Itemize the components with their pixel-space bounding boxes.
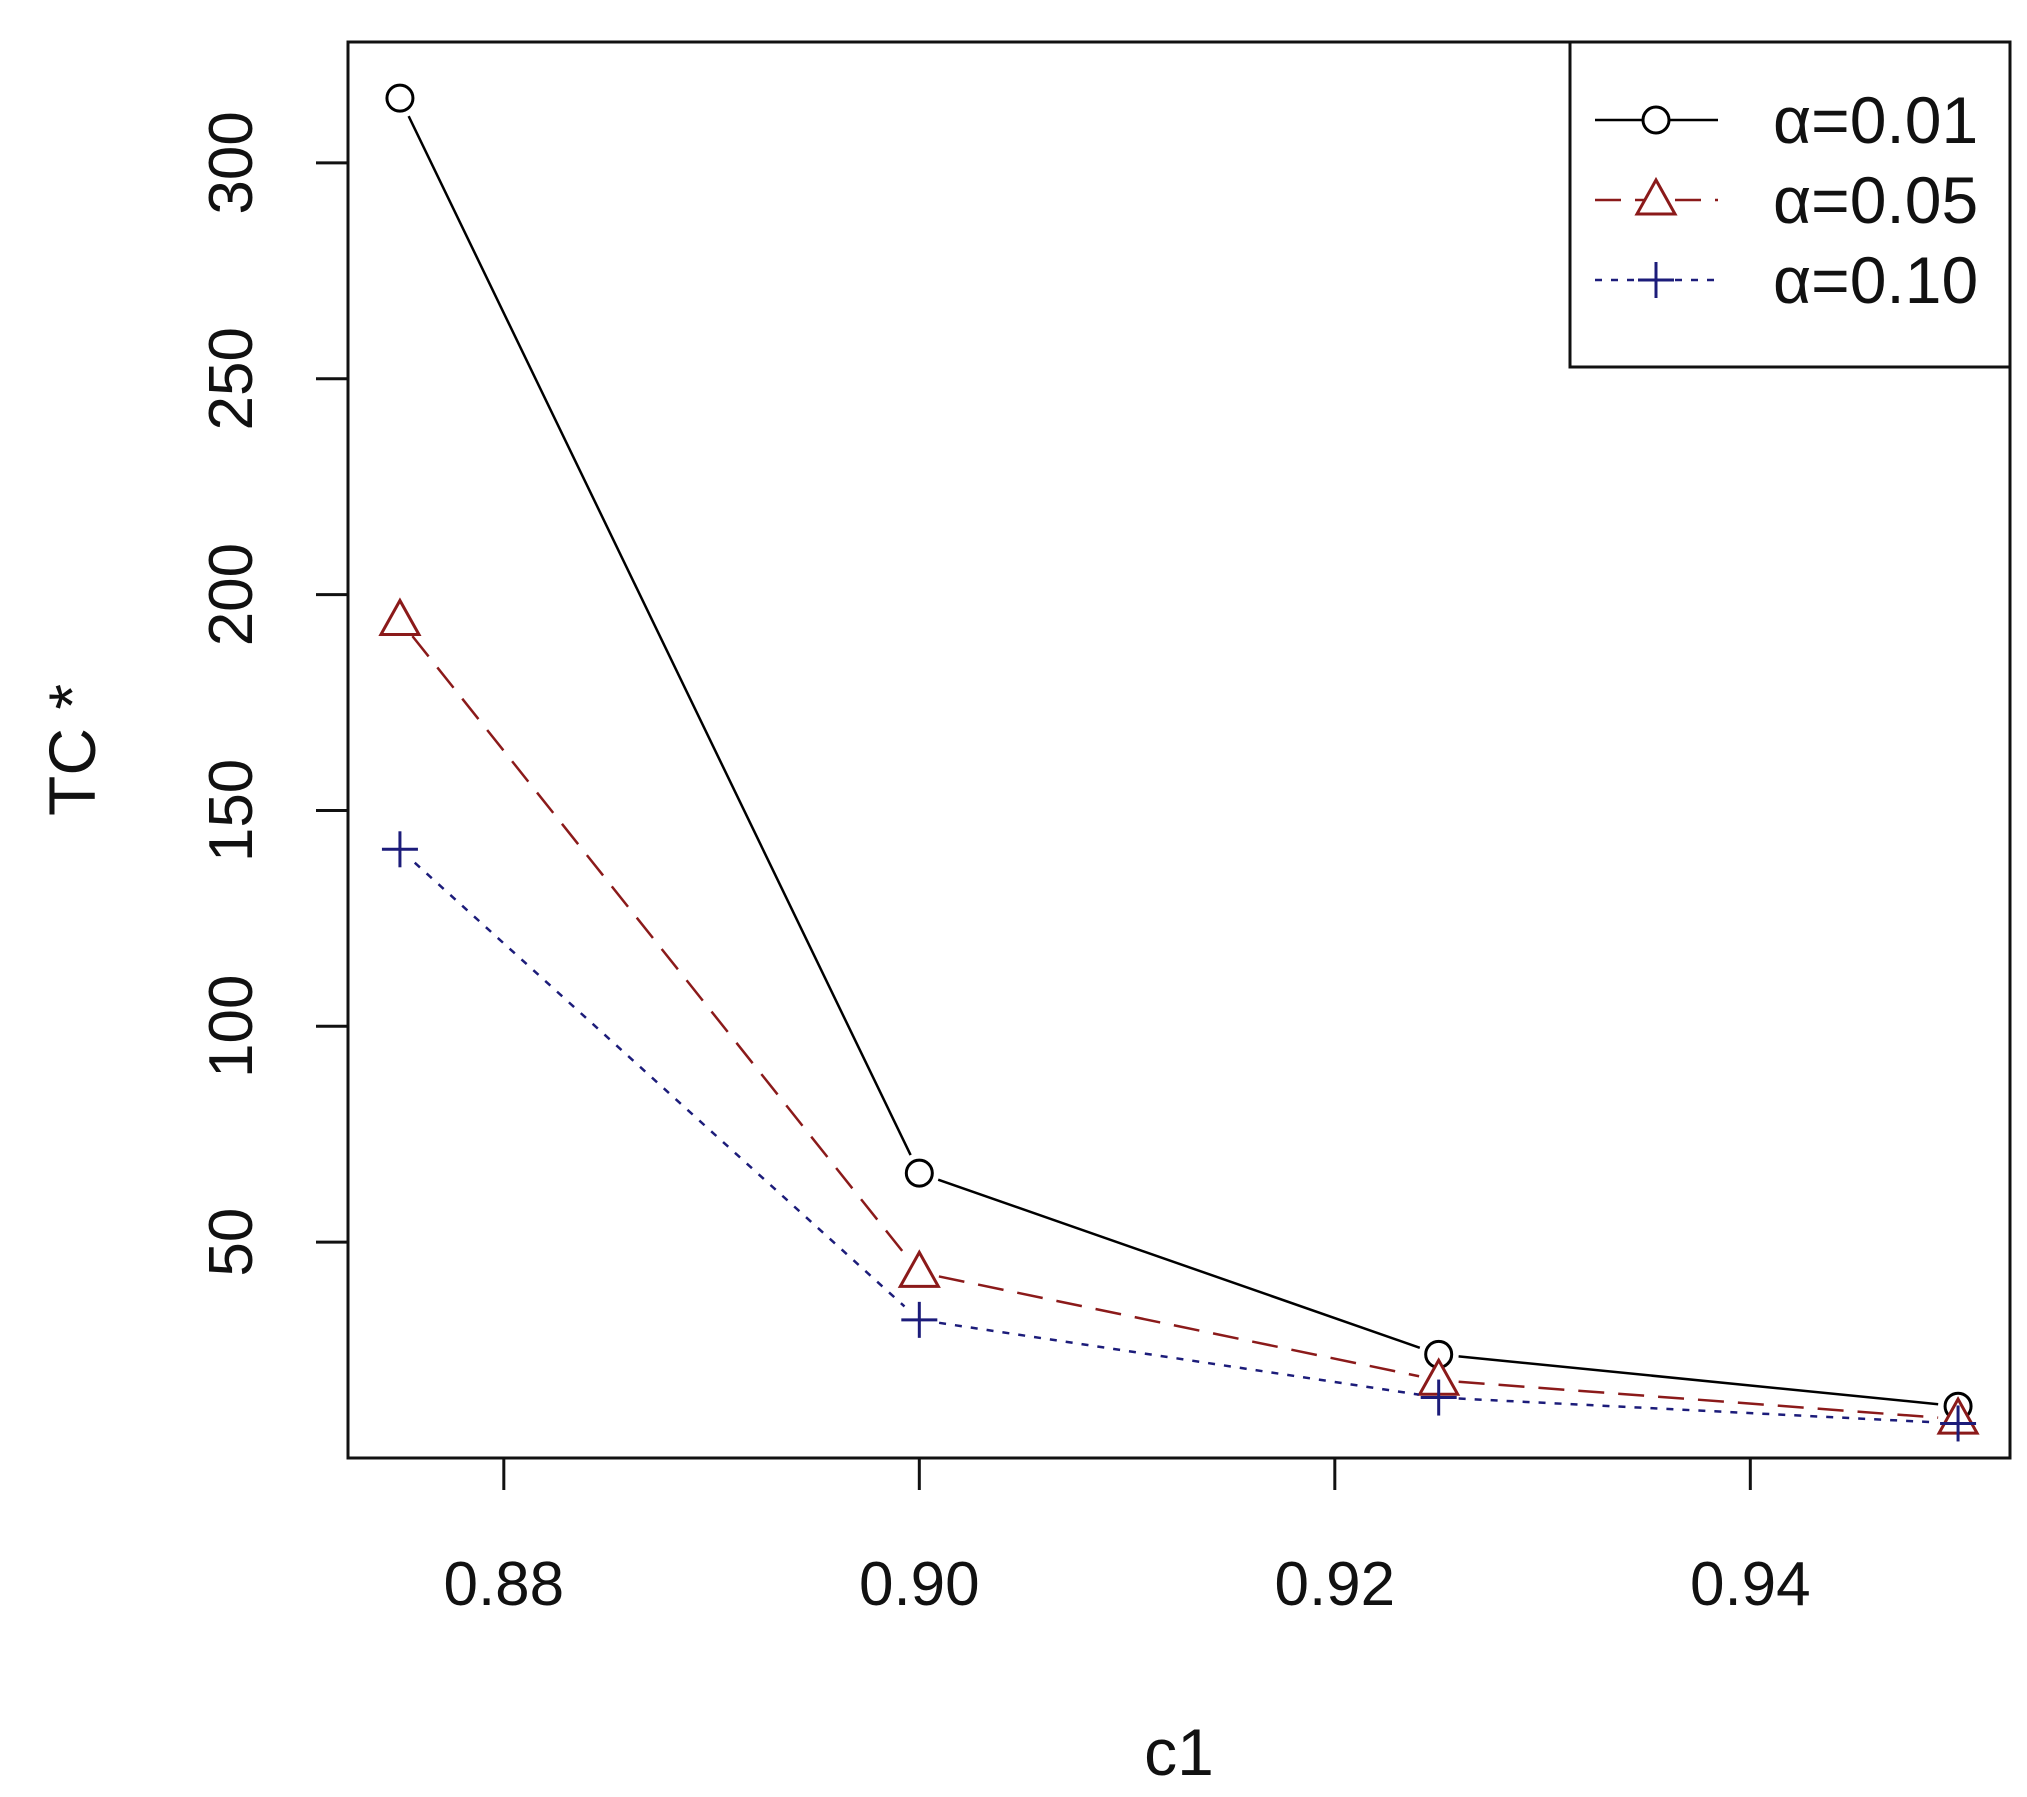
legend-item-3: α=0.10 xyxy=(1595,243,1978,317)
y-tick-label: 300 xyxy=(197,111,266,214)
y-tick-label: 250 xyxy=(197,327,266,430)
series-3-segment xyxy=(413,861,906,1308)
legend-label: α=0.10 xyxy=(1773,243,1978,317)
series-2-point xyxy=(378,597,422,636)
series-1-point xyxy=(904,1158,934,1188)
x-tick-label: 0.92 xyxy=(1274,1550,1395,1619)
series-layer xyxy=(378,83,1980,1442)
x-axis: 0.88 0.90 0.92 0.94 xyxy=(443,1456,1811,1619)
y-axis: 50 100 150 200 250 300 xyxy=(197,111,350,1277)
series-3-point xyxy=(901,1301,938,1338)
series-3-point xyxy=(1940,1405,1977,1442)
legend-item-1: α=0.01 xyxy=(1595,83,1978,157)
legend-marker xyxy=(1638,262,1674,298)
series-1-segment xyxy=(407,115,912,1156)
y-tick-label: 100 xyxy=(197,975,266,1078)
legend-label: α=0.05 xyxy=(1773,163,1978,237)
series-1 xyxy=(385,83,1973,1421)
series-1-point xyxy=(385,83,415,113)
y-tick-label: 150 xyxy=(197,759,266,862)
series-2-point xyxy=(897,1249,941,1288)
series-3-point xyxy=(381,831,418,868)
legend-marker xyxy=(1634,176,1678,216)
series-3-segment xyxy=(938,1321,1420,1396)
series-1-segment xyxy=(937,1178,1421,1349)
y-axis-title: TC * xyxy=(35,684,109,816)
series-2-segment xyxy=(938,1275,1420,1378)
series-3-point xyxy=(1420,1379,1457,1416)
series-3 xyxy=(381,831,1977,1442)
legend: α=0.01α=0.05α=0.10 xyxy=(1568,40,2012,369)
legend-marker xyxy=(1641,105,1671,135)
legend-label: α=0.01 xyxy=(1773,83,1978,157)
legend-item-2: α=0.05 xyxy=(1595,163,1978,237)
series-2-segment xyxy=(411,635,908,1258)
series-3-segment xyxy=(1458,1397,1939,1424)
x-tick-label: 0.94 xyxy=(1690,1550,1811,1619)
x-tick-label: 0.90 xyxy=(859,1550,980,1619)
y-tick-label: 50 xyxy=(197,1208,266,1277)
series-2 xyxy=(378,597,1980,1435)
x-tick-label: 0.88 xyxy=(443,1550,564,1619)
series-1-segment xyxy=(1458,1355,1939,1406)
x-axis-title: c1 xyxy=(1144,1715,1214,1789)
series-2-segment xyxy=(1458,1380,1939,1419)
y-tick-label: 200 xyxy=(197,543,266,646)
